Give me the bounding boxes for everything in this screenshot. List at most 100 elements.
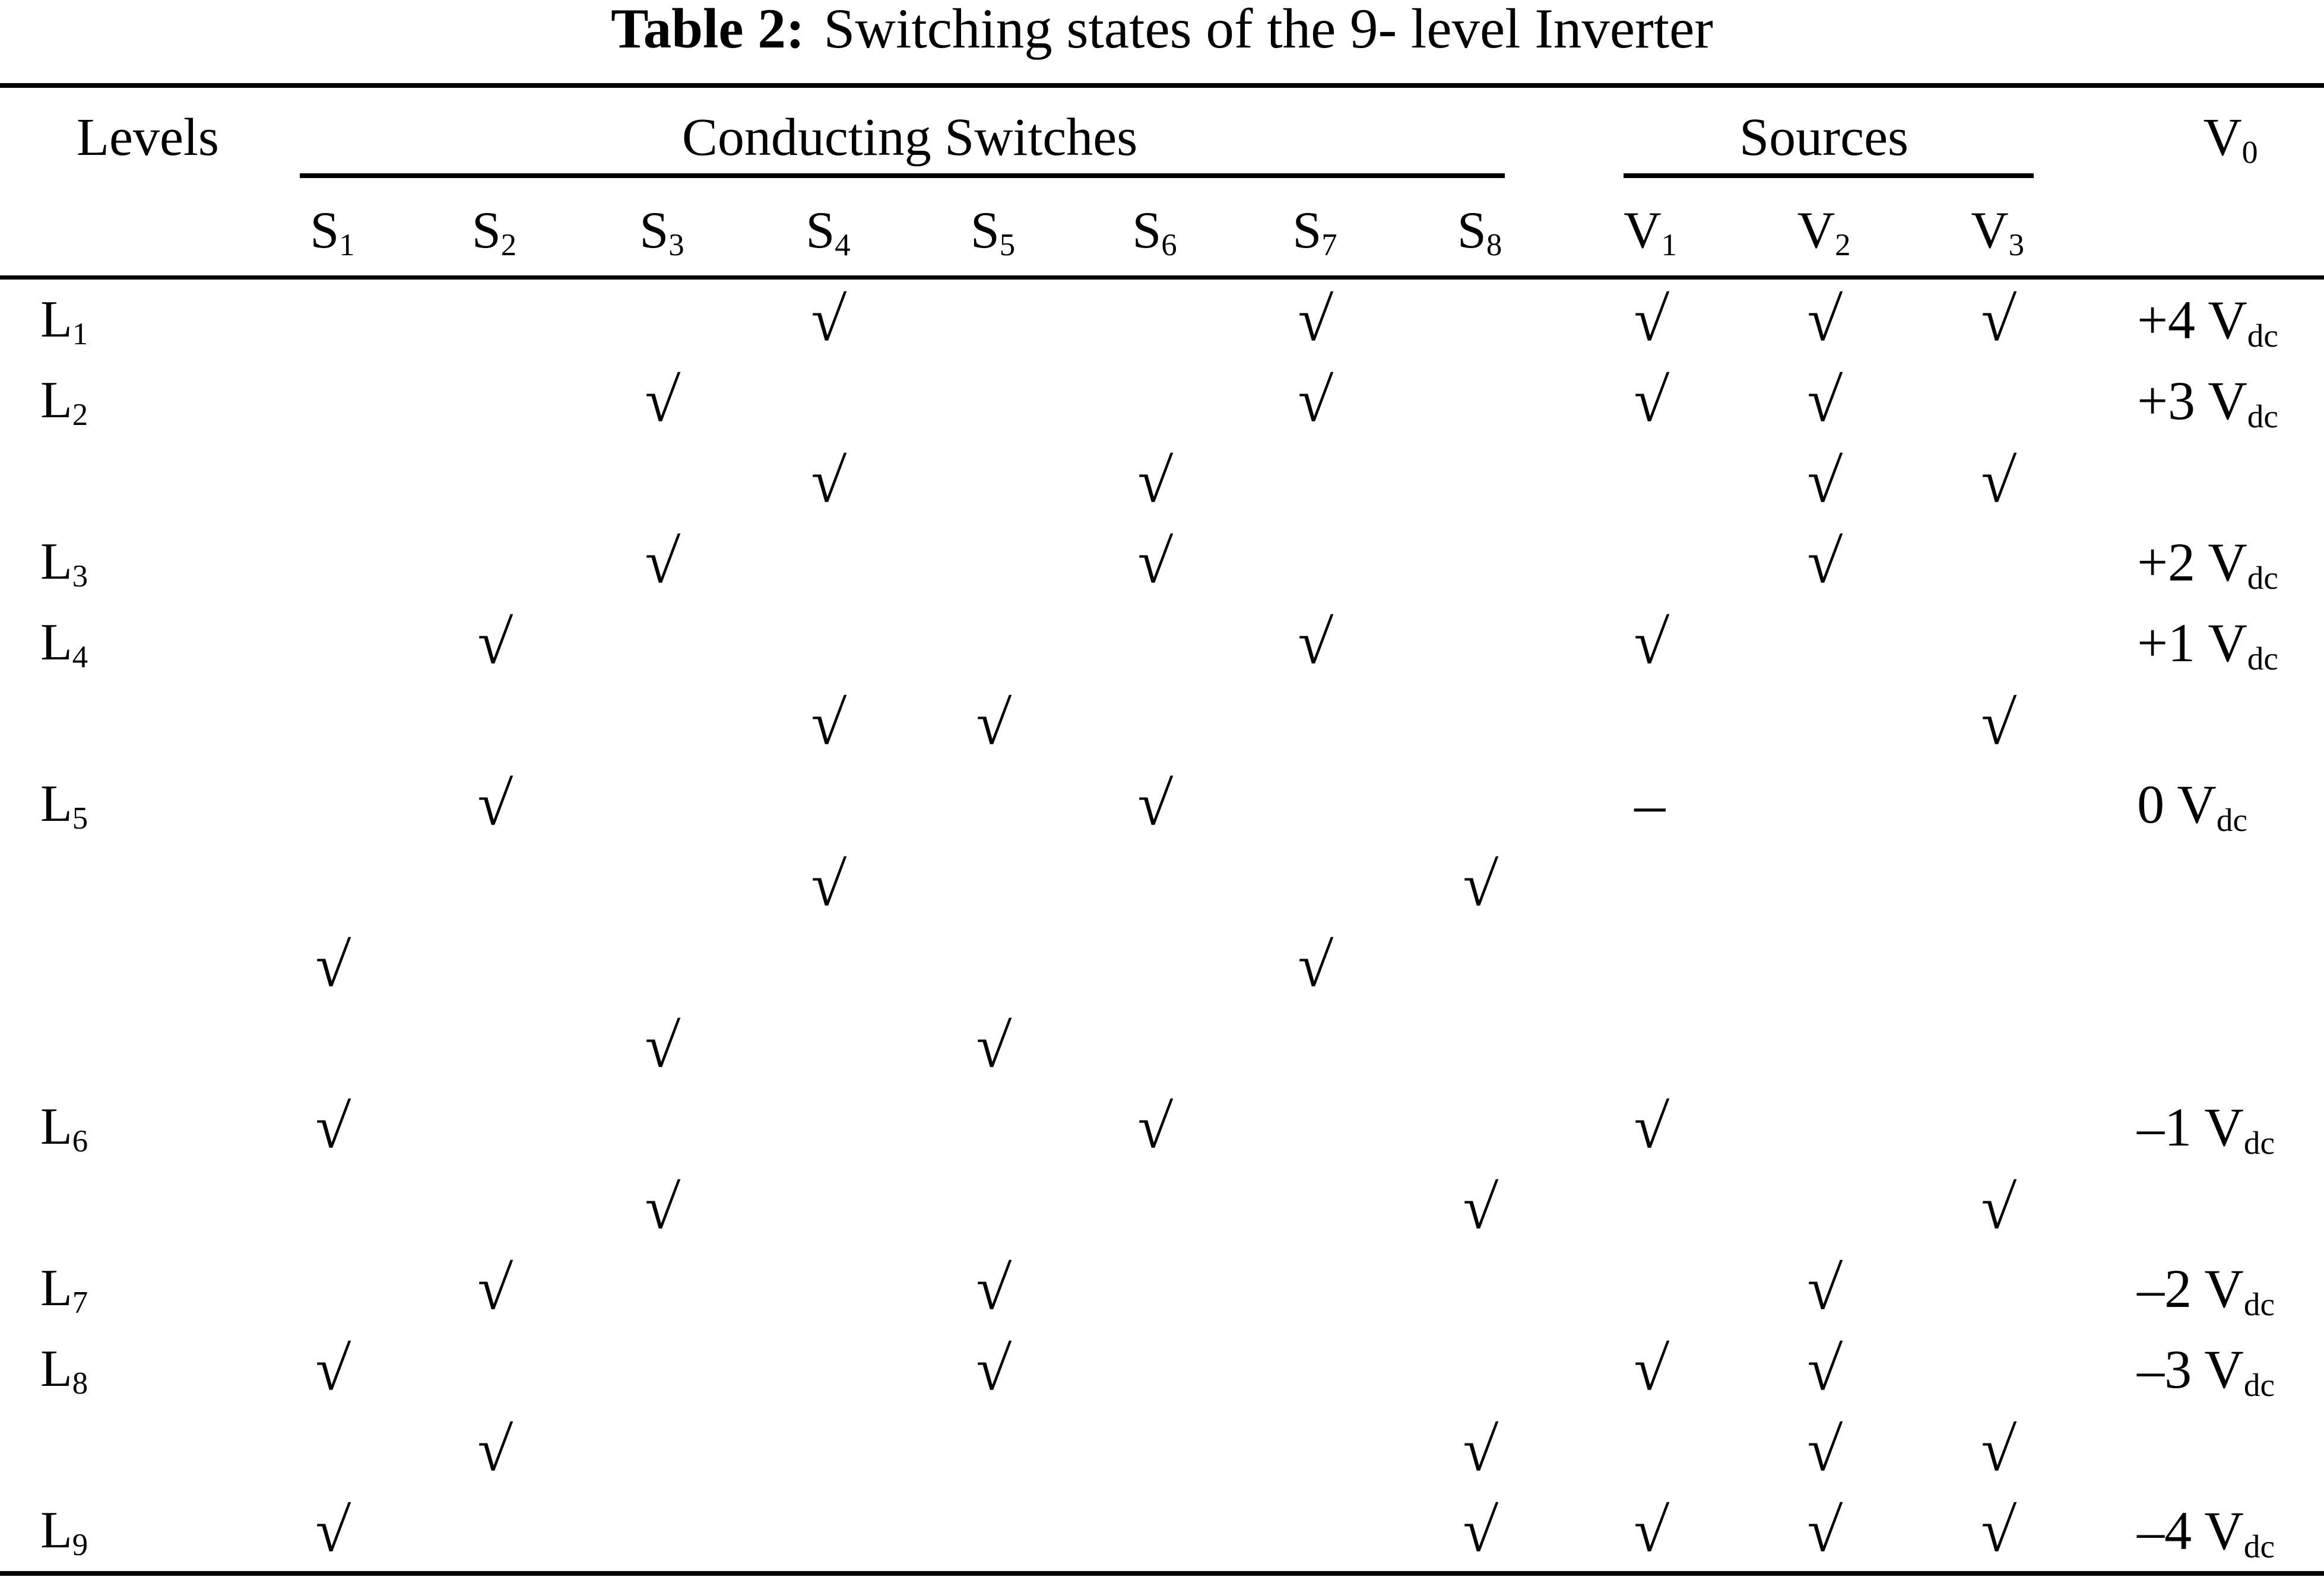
cell-s1: [255, 1167, 410, 1248]
cell-v3: [1911, 1248, 2084, 1329]
table-row: L7 √ √ √ –2 Vdc: [0, 1248, 2324, 1329]
cell-v3: [1911, 764, 2084, 845]
check-mark: √: [809, 688, 848, 757]
cell-s8: [1395, 277, 1564, 360]
cell-v1: [1564, 1248, 1736, 1329]
cell-s3: [579, 277, 745, 360]
check-mark: √: [1135, 446, 1174, 515]
col-header-v2: V2: [1736, 186, 1912, 280]
cell-s6: [1074, 1006, 1235, 1087]
cell-s3: [579, 1248, 745, 1329]
col-header-s6: S6: [1074, 186, 1235, 280]
cell-s4: [745, 1087, 911, 1167]
level-cell: L9: [40, 1501, 88, 1562]
cell-s4: [745, 925, 911, 1006]
check-mark: √: [1805, 527, 1844, 596]
col-header-v0: V0: [2203, 107, 2258, 170]
level-cell: [0, 441, 255, 522]
cell-v3: [1911, 602, 2084, 683]
cell-s8: [1395, 360, 1564, 441]
cell-s4: [745, 764, 911, 845]
col-header-s1: S1: [255, 186, 410, 280]
cell-s3: [579, 441, 745, 522]
cell-s3: √: [579, 522, 745, 602]
cell-s3: [579, 1087, 745, 1167]
level-cell: L6: [40, 1097, 88, 1159]
cell-s4: √: [745, 277, 911, 360]
level-cell: [0, 683, 255, 764]
cell-v3: √: [1911, 683, 2084, 764]
check-mark: √: [1978, 1415, 2017, 1484]
col-header-levels-spacer: [0, 186, 255, 280]
table-caption-label: Table 2:: [611, 0, 805, 60]
table-row: √ √ √ √: [0, 1410, 2324, 1490]
col-header-levels: Levels: [77, 107, 219, 167]
check-mark: √: [1631, 1496, 1670, 1565]
cell-s2: √: [410, 764, 579, 845]
cell-v1: √: [1564, 1329, 1736, 1410]
cell-v2: [1736, 1087, 1911, 1167]
cell-s1: [255, 845, 410, 925]
cell-s1: √: [255, 1490, 410, 1573]
cell-s3: [579, 1329, 745, 1410]
v0-cell: –4 Vdc: [2137, 1500, 2275, 1565]
cell-s2: [410, 1490, 579, 1573]
sub-header-row: S1 S2 S3 S4 S5 S6 S7 S8 V1 V2 V3: [0, 186, 2324, 280]
cell-s3: √: [579, 360, 745, 441]
cell-v1: [1564, 1410, 1736, 1490]
cell-s3: [579, 764, 745, 845]
cell-s1: [255, 602, 410, 683]
cell-s8: [1395, 441, 1564, 522]
cell-v1: √: [1564, 1490, 1736, 1573]
cell-v3: √: [1911, 1167, 2084, 1248]
check-mark: √: [809, 285, 848, 354]
cell-s2: [410, 925, 579, 1006]
col-header-s4: S4: [745, 186, 911, 280]
level-cell: L8: [40, 1340, 88, 1401]
cell-v2: [1736, 764, 1911, 845]
v0-cell: +1 Vdc: [2137, 612, 2278, 677]
cell-v2: √: [1736, 441, 1911, 522]
cell-s3: √: [579, 1167, 745, 1248]
check-mark: √: [1295, 608, 1334, 677]
cell-s1: [255, 764, 410, 845]
cell-s6: √: [1074, 764, 1235, 845]
check-mark: √: [313, 1092, 352, 1161]
sources-label: Sources: [1739, 107, 1909, 167]
check-mark: √: [1805, 285, 1844, 354]
cell-s6: √: [1074, 441, 1235, 522]
cell-s8: √: [1395, 1167, 1564, 1248]
check-mark: √: [1460, 1415, 1499, 1484]
cell-s5: √: [911, 1006, 1074, 1087]
check-mark: √: [1805, 1254, 1844, 1322]
table-row: √ √: [0, 845, 2324, 925]
level-cell: L4: [40, 613, 88, 674]
check-mark: √: [1135, 527, 1174, 596]
cell-s7: [1235, 1167, 1395, 1248]
v0-cell: [2084, 845, 2324, 925]
cell-s1: [255, 1248, 410, 1329]
table-row: L6 √ √ √ –1 Vdc: [0, 1087, 2324, 1167]
v0-cell: [2084, 1006, 2324, 1087]
check-mark: √: [1631, 285, 1670, 354]
check-mark: √: [313, 1496, 352, 1565]
check-mark: √: [642, 527, 681, 596]
v0-cell: –3 Vdc: [2137, 1338, 2275, 1403]
cell-s8: [1395, 925, 1564, 1006]
table-row: L3 √ √ √ +2 Vdc: [0, 522, 2324, 602]
cell-v3: [1911, 1329, 2084, 1410]
cell-s2: [410, 1087, 579, 1167]
cell-v3: [1911, 1087, 2084, 1167]
cell-v2: [1736, 925, 1911, 1006]
check-mark: √: [474, 769, 514, 838]
check-mark: √: [1978, 1173, 2017, 1242]
check-mark: √: [973, 1334, 1013, 1403]
cell-v3: √: [1911, 441, 2084, 522]
cell-s5: [911, 1087, 1074, 1167]
cell-s8: [1395, 1006, 1564, 1087]
table-row: L5 √ √ – 0 Vdc: [0, 764, 2324, 845]
cell-s6: [1074, 1248, 1235, 1329]
cell-s1: [255, 360, 410, 441]
col-header-s8: S8: [1395, 186, 1565, 280]
